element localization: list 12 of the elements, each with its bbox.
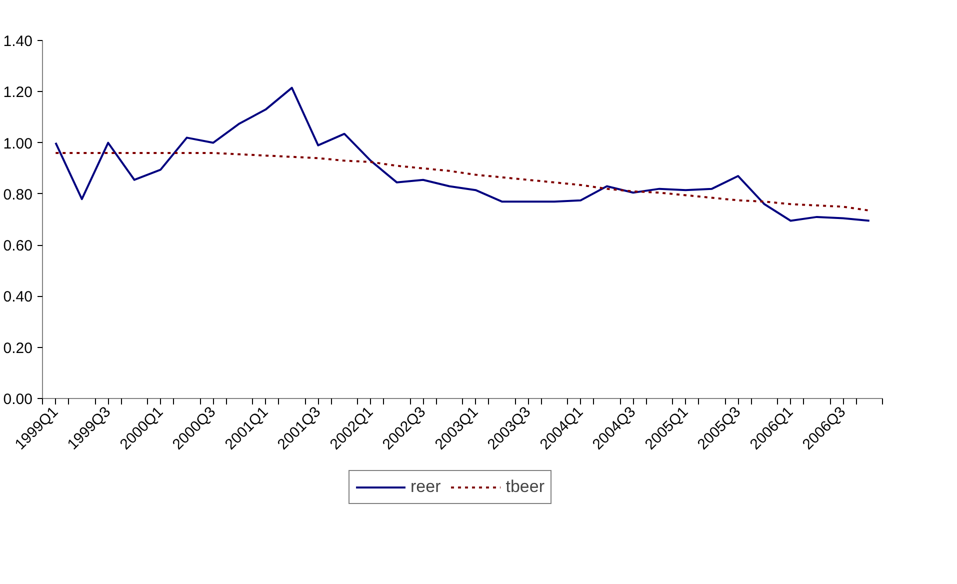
y-tick-label: 0.40 [3, 288, 33, 306]
y-tick-label: 0.00 [3, 391, 33, 408]
y-tick-label: 0.80 [3, 186, 33, 204]
y-tick-label: 1.40 [3, 33, 33, 50]
y-tick-label: 1.00 [3, 135, 33, 152]
legend-label: tbeer [506, 477, 544, 497]
y-tick-label: 0.60 [3, 238, 33, 255]
y-tick-label: 0.20 [3, 340, 33, 357]
line-series [54, 152, 870, 212]
line-series [54, 86, 870, 222]
legend-label: reer [410, 477, 441, 497]
y-tick-label: 1.20 [3, 84, 33, 102]
